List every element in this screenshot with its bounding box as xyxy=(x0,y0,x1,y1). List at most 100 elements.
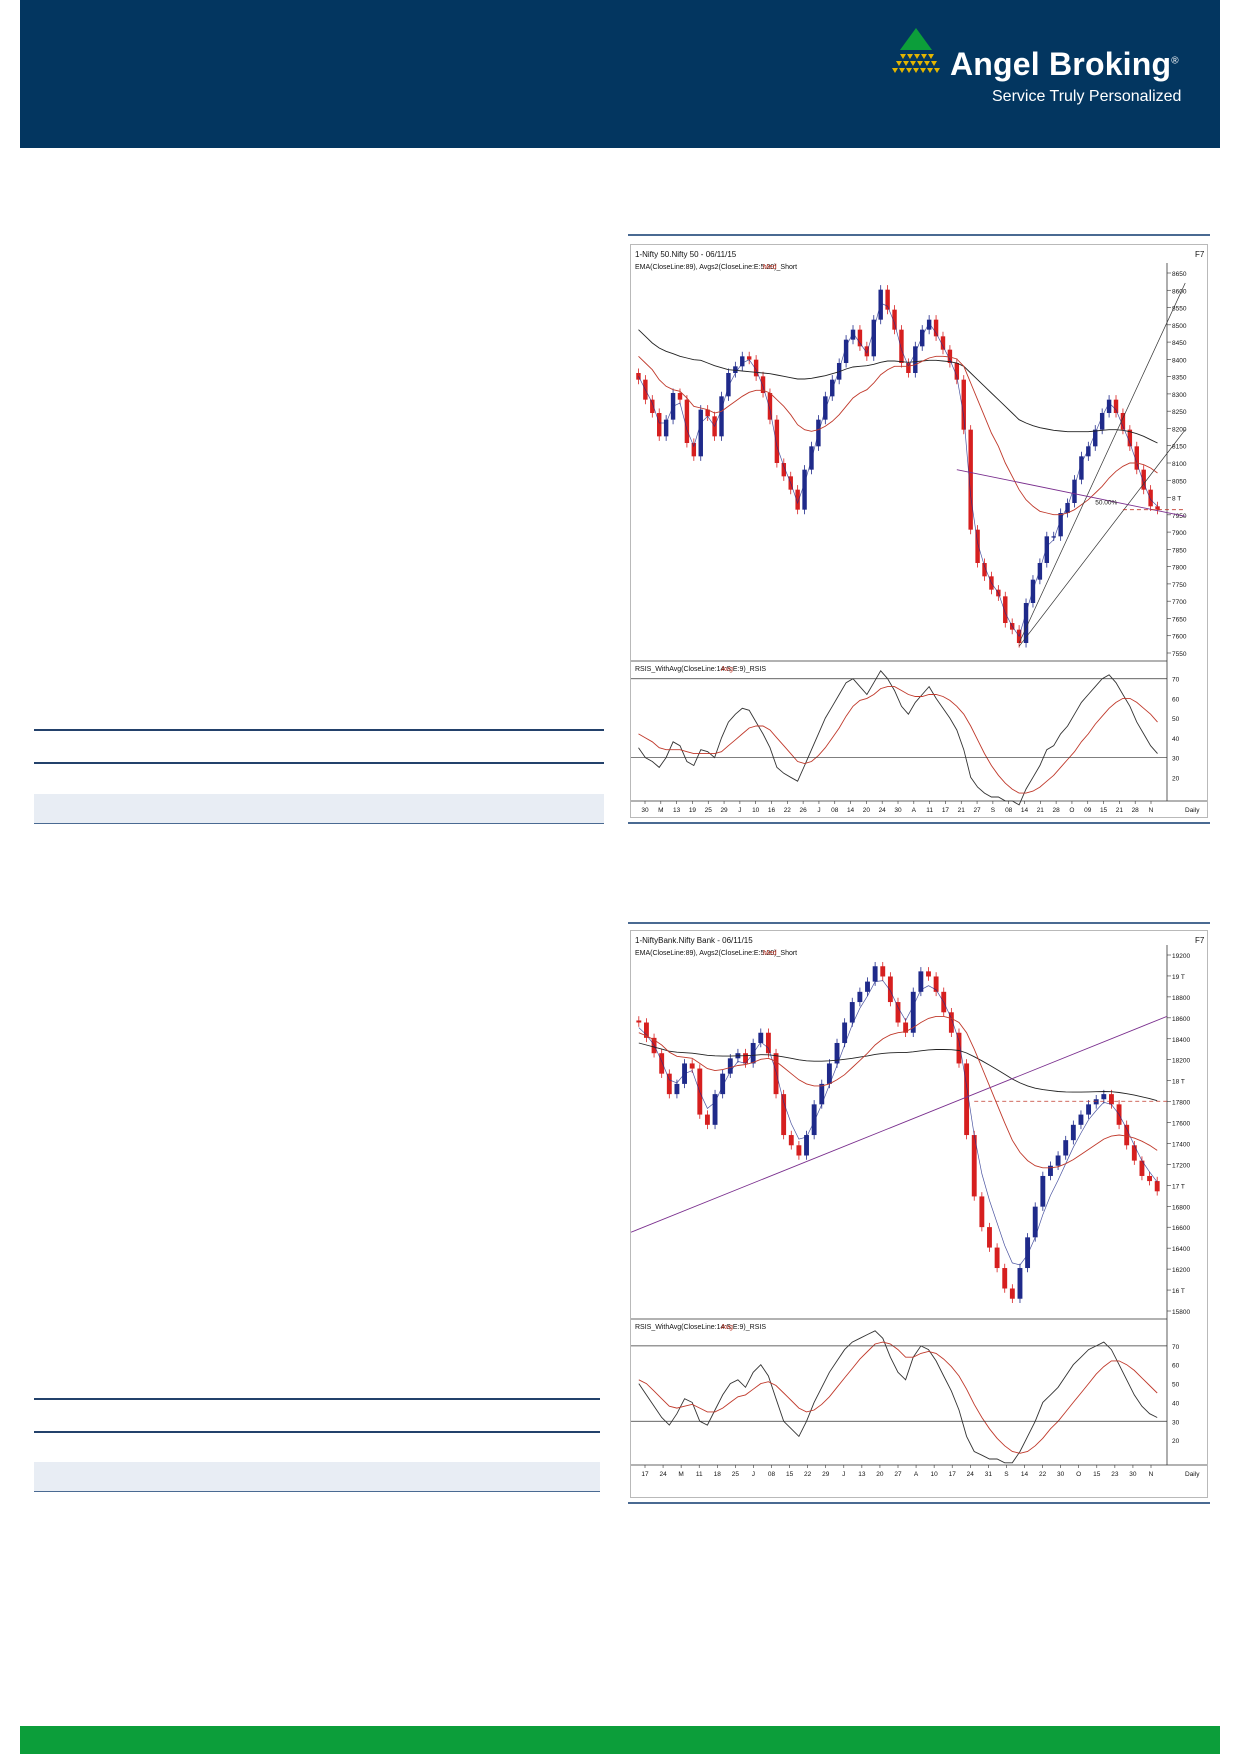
x-tick-label: 22 xyxy=(804,1471,812,1478)
candle-body xyxy=(788,1135,794,1146)
indicator-label: EMA(CloseLine:89), Avgs2(CloseLine:E:5:2… xyxy=(635,950,797,957)
y-tick-label: 17800 xyxy=(1172,1100,1190,1107)
candle-body xyxy=(918,971,924,992)
x-tick-label: J xyxy=(738,807,741,814)
candle-body xyxy=(811,1104,817,1136)
y-tick-label: 7700 xyxy=(1172,599,1187,606)
x-tick-label: 22 xyxy=(784,807,792,814)
table-top-rule xyxy=(34,1398,600,1400)
y-tick-label: 16800 xyxy=(1172,1204,1190,1211)
candle-body xyxy=(1065,503,1070,513)
candle-body xyxy=(684,399,690,443)
candle-body xyxy=(975,529,980,563)
rsi-tick-label: 50 xyxy=(1172,1382,1180,1389)
y-tick-label: 17200 xyxy=(1172,1162,1190,1169)
chart-title: 1-NiftyBank.Nifty Bank - 06/11/15 xyxy=(635,936,753,945)
candle-body xyxy=(746,356,752,360)
y-tick-label: 7900 xyxy=(1172,530,1187,537)
rsi-tick-label: 60 xyxy=(1172,1363,1180,1370)
candle-body xyxy=(1155,506,1160,510)
x-tick-label: J xyxy=(817,807,820,814)
y-tick-label: 7850 xyxy=(1172,547,1187,554)
candle-body xyxy=(1139,1160,1145,1176)
series-line-ema-89- xyxy=(638,1042,1158,1102)
chart-top-rule xyxy=(628,922,1210,924)
candle-body xyxy=(705,409,710,417)
candle-body xyxy=(643,1022,649,1038)
candle-body xyxy=(926,971,931,977)
candle-body xyxy=(834,1042,840,1064)
y-tick-label: 8 T xyxy=(1172,496,1181,503)
y-tick-label: 17600 xyxy=(1172,1121,1190,1128)
candle-body xyxy=(964,1063,970,1136)
bank-chart-panel: 1-NiftyBank.Nifty Bank - 06/11/15 F7 EMA(C… xyxy=(630,930,1208,1498)
x-tick-label: 08 xyxy=(768,1471,776,1478)
candle-body xyxy=(1131,1145,1137,1161)
candle-body xyxy=(743,1053,748,1064)
y-tick-label: 7550 xyxy=(1172,651,1187,658)
series-line-rsi-avg xyxy=(638,686,1158,794)
candle-body xyxy=(1109,1094,1114,1105)
candle-body xyxy=(1079,456,1084,480)
x-tick-label: 29 xyxy=(720,807,728,814)
candle-body xyxy=(1134,446,1139,470)
rsi-tick-label: 40 xyxy=(1172,1400,1180,1407)
footer-band xyxy=(20,1726,1220,1754)
candle-body xyxy=(1023,603,1029,643)
table-bottom-rule xyxy=(34,823,604,824)
candle-body xyxy=(1072,479,1077,503)
y-tick-label: 8400 xyxy=(1172,357,1187,364)
candle-body xyxy=(712,1094,718,1125)
candle-body xyxy=(926,319,932,330)
candle-body xyxy=(823,396,828,420)
candle-body xyxy=(826,1063,832,1084)
x-tick-label: 27 xyxy=(973,807,981,814)
candle-body xyxy=(1002,1268,1008,1289)
candle-body xyxy=(954,363,960,380)
table-mid-rule xyxy=(34,1431,600,1433)
candle-body xyxy=(781,1094,787,1136)
candle-body xyxy=(1086,1104,1092,1115)
x-tick-label: 31 xyxy=(985,1471,993,1478)
y-tick-label: 15800 xyxy=(1172,1309,1190,1316)
candle-body xyxy=(727,1058,733,1074)
candle-body xyxy=(773,1053,779,1095)
candle-body xyxy=(910,991,916,1033)
y-tick-label: 19 T xyxy=(1172,974,1185,981)
x-tick-label: 08 xyxy=(1005,807,1013,814)
candle-body xyxy=(878,289,883,320)
period-label: Daily xyxy=(1185,1471,1200,1478)
x-tick-label: 24 xyxy=(879,807,887,814)
candle-body xyxy=(802,469,807,510)
rsi-tick-label: 30 xyxy=(1172,1419,1180,1426)
candle-body xyxy=(719,396,724,437)
candle-body xyxy=(871,319,876,357)
candle-body xyxy=(842,1022,848,1043)
candle-body xyxy=(899,329,904,363)
series-line-ema-5- xyxy=(638,980,1158,1266)
candle-body xyxy=(1120,413,1126,430)
y-tick-label: 8200 xyxy=(1172,426,1187,433)
candle-body xyxy=(698,409,703,457)
y-tick-label: 16200 xyxy=(1172,1267,1190,1274)
y-tick-label: 18600 xyxy=(1172,1016,1190,1023)
candle-body xyxy=(689,1063,695,1069)
x-tick-label: 29 xyxy=(822,1471,830,1478)
x-tick-label: 30 xyxy=(894,807,902,814)
x-tick-label: 19 xyxy=(689,807,697,814)
rsi-tick-label: 60 xyxy=(1172,696,1180,703)
y-tick-label: 18800 xyxy=(1172,995,1190,1002)
candle-body xyxy=(1086,446,1091,457)
candle-body xyxy=(865,981,870,992)
x-tick-label: 15 xyxy=(1100,807,1108,814)
chart-title: 1-Nifty 50.Nifty 50 - 06/11/15 xyxy=(635,250,737,259)
indicator-med-label: Med xyxy=(763,950,777,957)
rsi-tick-label: 70 xyxy=(1172,677,1180,684)
table-top-rule xyxy=(34,729,604,731)
series-line-ema-89- xyxy=(638,329,1158,444)
candle-body xyxy=(804,1135,809,1156)
candle-body xyxy=(1093,429,1098,447)
candle-body xyxy=(920,329,925,347)
candle-body xyxy=(1127,429,1133,447)
y-tick-label: 8050 xyxy=(1172,478,1187,485)
